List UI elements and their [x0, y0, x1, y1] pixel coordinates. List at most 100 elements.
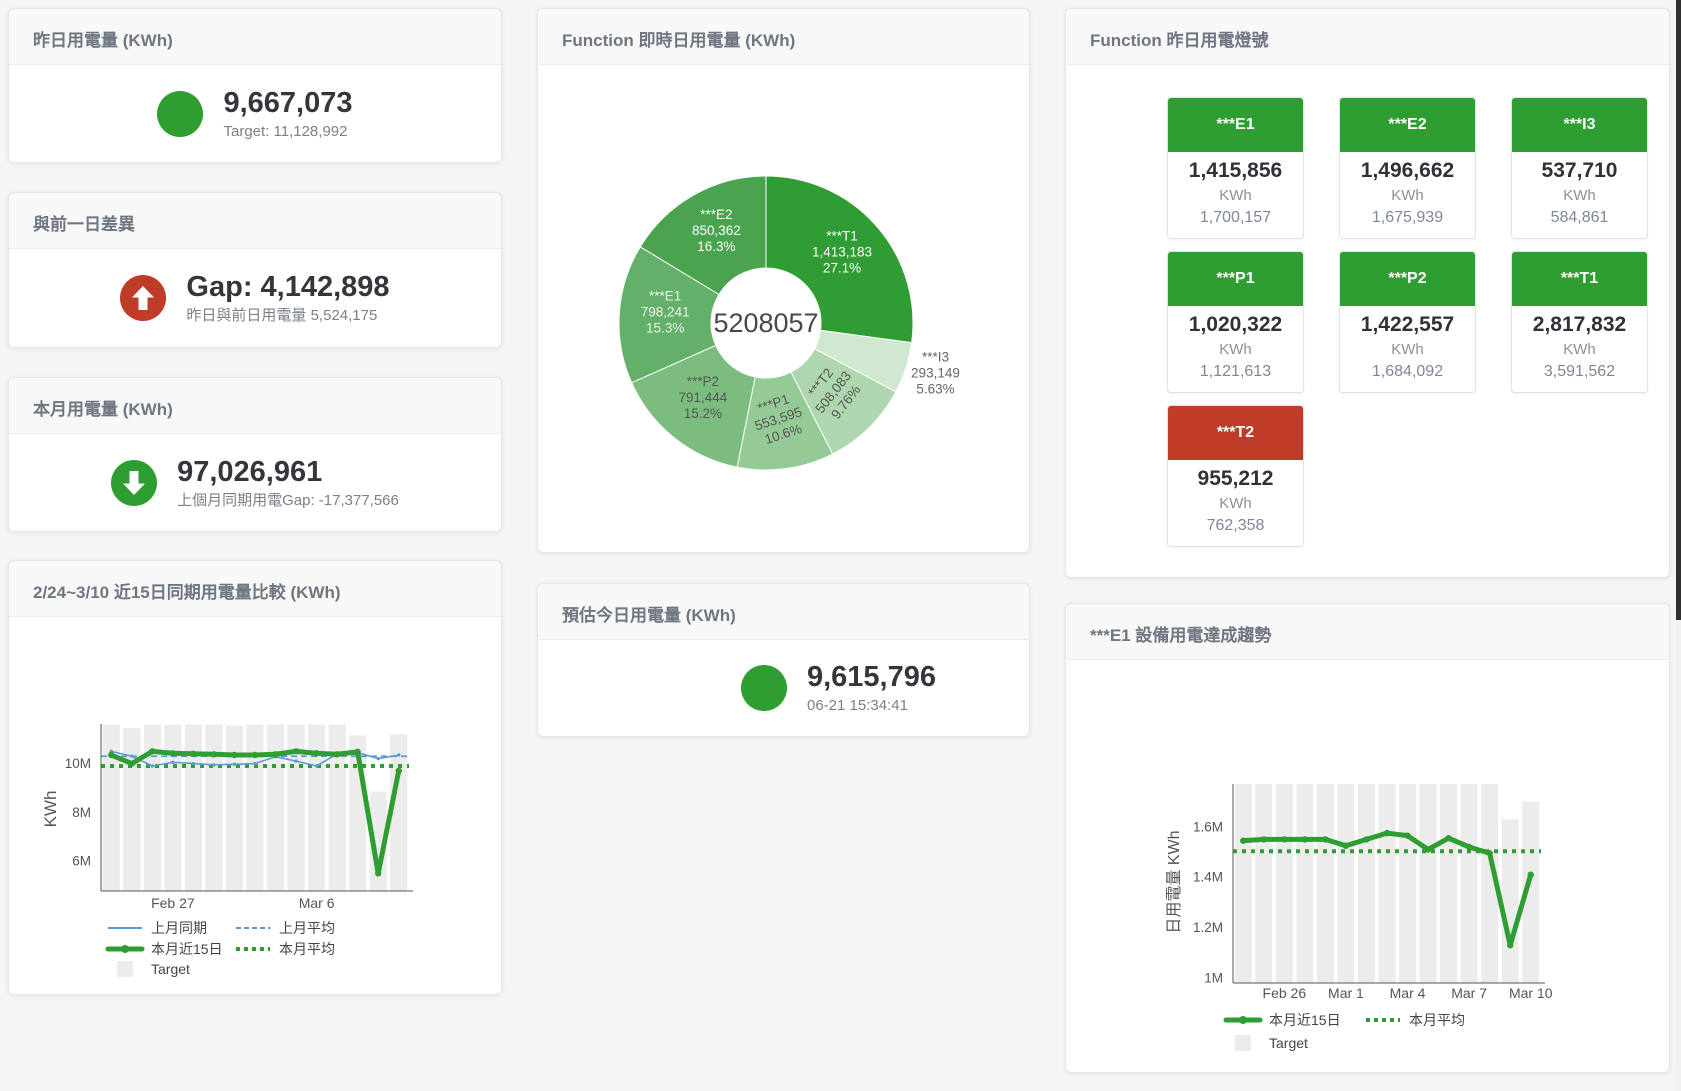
- card-estimated-today: 預估今日用電量 (KWh) 9,615,796 06-21 15:34:41: [537, 583, 1030, 737]
- target-bar: [246, 724, 264, 891]
- tile-p1-unit: KWh: [1219, 341, 1252, 358]
- card-yesterday-usage: 昨日用電量 (KWh) 9,667,073 Target: 11,128,992: [8, 8, 502, 163]
- estimate-timestamp: 06-21 15:34:41: [806, 697, 908, 714]
- svg-text:本月近15日: 本月近15日: [1269, 1012, 1341, 1028]
- status-tile-p1: ***P1 1,020,322 KWh 1,121,613: [1167, 251, 1304, 393]
- status-tile-e1: ***E1 1,415,856 KWh 1,700,157: [1167, 97, 1304, 239]
- svg-text:8M: 8M: [72, 805, 91, 820]
- tile-i3-name: ***I3: [1512, 98, 1647, 152]
- svg-text:Target: Target: [1269, 1035, 1308, 1051]
- target-bar: [1440, 784, 1458, 983]
- status-circle-icon: [740, 665, 787, 711]
- target-bar: [390, 734, 408, 891]
- legend-item-上月平均[interactable]: 上月平均: [236, 920, 335, 936]
- svg-text:本月近15日: 本月近15日: [151, 941, 223, 957]
- card-day-gap-title: 與前一日差異: [9, 193, 501, 249]
- tile-e1-value: 1,415,856: [1188, 159, 1283, 182]
- target-bar: [102, 724, 120, 891]
- target-bar: [1255, 784, 1273, 983]
- donut-slice-E2[interactable]: [639, 175, 767, 296]
- donut-slice-E1[interactable]: [618, 246, 720, 384]
- tile-i3-target: 584,861: [1550, 209, 1609, 226]
- svg-text:1.2M: 1.2M: [1193, 920, 1223, 935]
- compare-chart-title: 2/24~3/10 近15日同期用電量比較 (KWh): [9, 561, 501, 617]
- svg-text:Feb 26: Feb 26: [1263, 985, 1307, 1001]
- legend-item-上月同期[interactable]: 上月同期: [108, 920, 207, 936]
- card-e1-trend-chart: ***E1 設備用電達成趨勢 1M 1.2M 1.4M 1.6M Feb 26 Mar 1…: [1065, 603, 1670, 1073]
- tile-e2-target: 1,675,939: [1371, 209, 1444, 226]
- target-bar: [267, 724, 285, 891]
- target-bar: [1460, 784, 1478, 983]
- legend-item-本月平均[interactable]: 本月平均: [236, 941, 335, 957]
- card-yesterday-title: 昨日用電量 (KWh): [9, 9, 501, 65]
- legend-item-本月平均[interactable]: 本月平均: [1366, 1012, 1465, 1028]
- target-bar: [164, 724, 182, 891]
- svg-text:Mar 4: Mar 4: [1390, 985, 1426, 1001]
- svg-text:Mar 7: Mar 7: [1451, 985, 1487, 1001]
- donut-label-E2: ***E2 850,362 16.3%: [692, 207, 741, 254]
- target-bar: [1522, 801, 1540, 983]
- svg-text:Feb 27: Feb 27: [151, 895, 195, 911]
- month-subtitle: 上個月同期用電Gap: -17,377,566: [177, 491, 399, 509]
- donut-center-total: 5208057: [713, 308, 818, 338]
- status-tile-t2: ***T2 955,212 KWh 762,358: [1167, 405, 1304, 547]
- tile-t2-name: ***T2: [1168, 406, 1303, 460]
- donut-slice-T1[interactable]: [765, 175, 914, 344]
- svg-text:10M: 10M: [65, 756, 91, 771]
- tile-t2-target: 762,358: [1206, 517, 1265, 534]
- svg-text:本月平均: 本月平均: [279, 941, 335, 957]
- status-tile-i3: ***I3 537,710 KWh 584,861: [1511, 97, 1648, 239]
- scrollbar-thumb[interactable]: [1676, 0, 1681, 620]
- legend-item-本月近15日[interactable]: 本月近15日: [105, 941, 223, 957]
- tile-t1-name: ***T1: [1512, 252, 1647, 306]
- card-function-status-lights: Function 昨日用電燈號 ***E1 1,415,856 KWh 1,70…: [1065, 8, 1670, 578]
- function-usage-donut-chart: ***T1 1,413,183 27.1%***I3 293,149 5.63%***T…: [618, 175, 960, 471]
- day-gap-subtitle: 昨日與前日用電量 5,524,175: [186, 307, 378, 324]
- status-tile-grid: ***E1 1,415,856 KWh 1,700,157 ***E2 1,49…: [1167, 97, 1669, 547]
- target-bar: [1275, 784, 1293, 983]
- legend-item-Target[interactable]: Target: [1235, 1035, 1308, 1051]
- svg-text:6M: 6M: [72, 854, 91, 869]
- yesterday-value: 9,667,073: [223, 86, 353, 119]
- tile-p1-target: 1,121,613: [1199, 363, 1272, 380]
- e1-trend-chart: 1M 1.2M 1.4M 1.6M Feb 26 Mar 1 Mar 4 Mar 7 Mar 1…: [1166, 784, 1553, 1051]
- tile-p1-name: ***P1: [1168, 252, 1303, 306]
- lights-card-title: Function 昨日用電燈號: [1066, 9, 1669, 65]
- left-column: 昨日用電量 (KWh) 9,667,073 Target: 11,128,992…: [8, 8, 502, 995]
- donut-slice-P2[interactable]: [631, 344, 756, 468]
- status-tile-t1: ***T1 2,817,832 KWh 3,591,562: [1511, 251, 1648, 393]
- scrollbar: [1676, 0, 1681, 1091]
- card-month-usage: 本月用電量 (KWh) 97,026,961 上個月同期用電Gap: -17,3…: [8, 377, 502, 532]
- target-bar: [1234, 784, 1252, 983]
- arrow-down-circle-icon: [111, 459, 158, 506]
- legend-item-Target[interactable]: Target: [117, 961, 190, 977]
- tile-e1-name: ***E1: [1168, 98, 1303, 152]
- middle-column: Function 即時日用電量 (KWh) ***T1 1,413,183 27.1…: [537, 8, 1030, 737]
- tile-p2-value: 1,422,557: [1360, 313, 1455, 336]
- target-bar: [328, 724, 346, 891]
- svg-text:Mar 6: Mar 6: [299, 895, 335, 911]
- target-bar: [1337, 784, 1355, 983]
- tile-t2-value: 955,212: [1197, 467, 1274, 490]
- svg-text:上月平均: 上月平均: [279, 920, 335, 936]
- status-tile-e2: ***E2 1,496,662 KWh 1,675,939: [1339, 97, 1476, 239]
- svg-text:本月平均: 本月平均: [1409, 1012, 1465, 1028]
- donut-label-T1: ***T1 1,413,183 27.1%: [812, 229, 872, 276]
- target-bar: [1378, 784, 1396, 983]
- yesterday-target: Target: 11,128,992: [223, 122, 348, 140]
- tile-t1-target: 3,591,562: [1543, 363, 1616, 380]
- tile-p2-name: ***P2: [1340, 252, 1475, 306]
- card-function-realtime-donut: Function 即時日用電量 (KWh) ***T1 1,413,183 27.1…: [537, 8, 1030, 553]
- donut-card-title: Function 即時日用電量 (KWh): [538, 9, 1029, 65]
- month-value: 97,026,961: [177, 455, 323, 488]
- card-day-gap: 與前一日差異 Gap: 4,142,898 昨日與前日用電量 5,524,175: [8, 192, 502, 348]
- target-bar: [225, 725, 243, 891]
- donut-label-I3: ***I3 293,149 5.63%: [911, 349, 960, 396]
- card-estimate-body: 9,615,796 06-21 15:34:41: [648, 640, 1029, 736]
- target-bar: [1419, 784, 1437, 983]
- tile-e1-target: 1,700,157: [1199, 209, 1272, 226]
- right-column: Function 昨日用電燈號 ***E1 1,415,856 KWh 1,70…: [1065, 8, 1670, 1073]
- legend-item-本月近15日[interactable]: 本月近15日: [1223, 1012, 1341, 1028]
- svg-text:Mar 10: Mar 10: [1509, 985, 1553, 1001]
